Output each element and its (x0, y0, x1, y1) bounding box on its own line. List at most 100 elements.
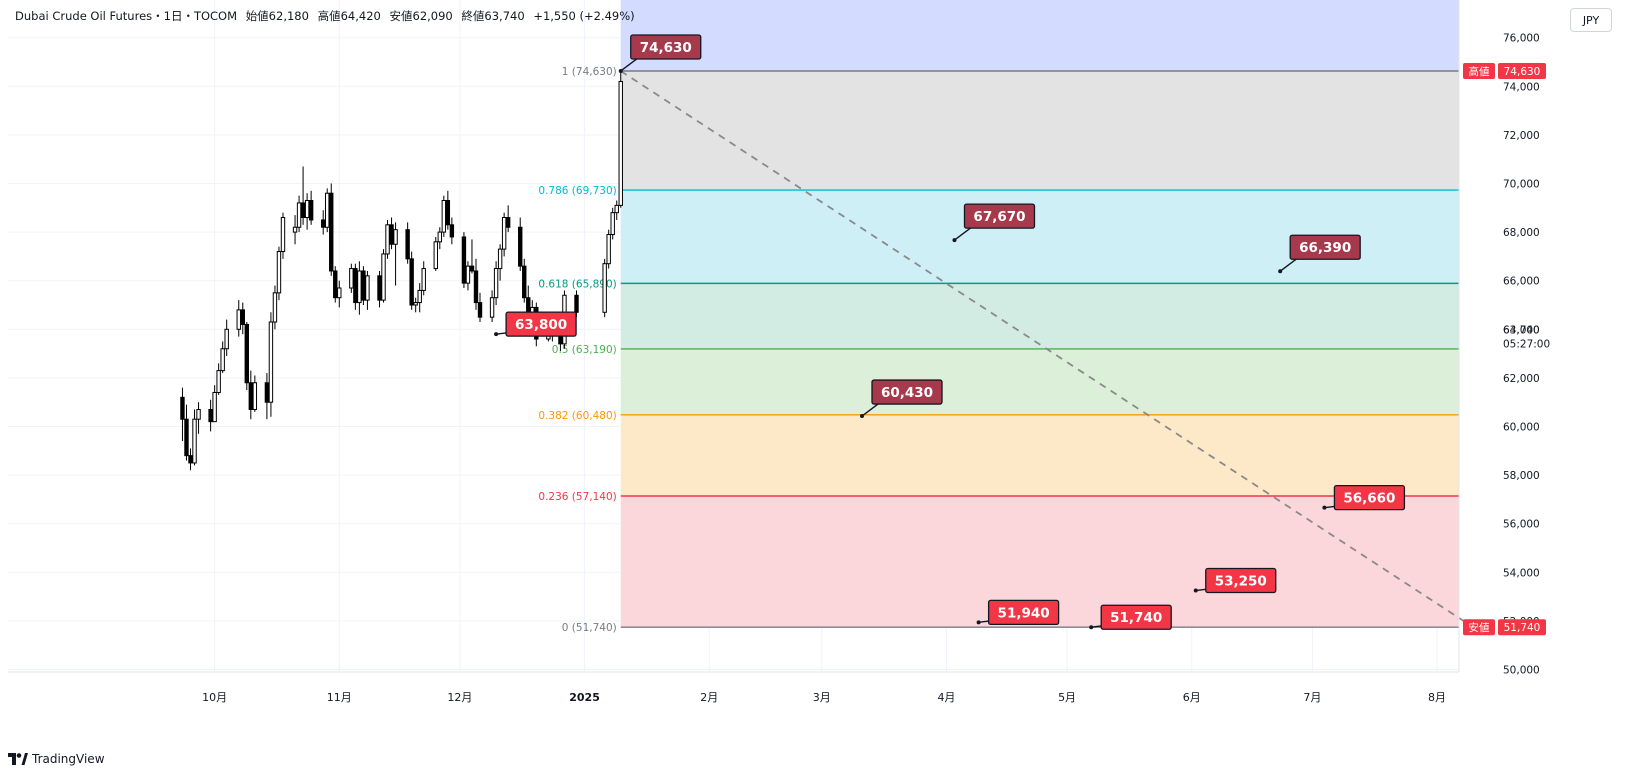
last-price-value: 63,740 (1503, 325, 1540, 337)
candle (614, 200, 619, 220)
candle-body-up (381, 253, 386, 301)
candle (353, 263, 358, 310)
candle (196, 402, 201, 434)
time-axis-tick: 5月 (1058, 691, 1076, 704)
fib-extension-zone (620, 0, 1459, 71)
candle (518, 217, 523, 271)
callout-box (1205, 567, 1277, 594)
candle-body-up (196, 408, 201, 420)
callout-anchor (1322, 505, 1327, 510)
candle (212, 385, 217, 423)
candle-body-down (180, 396, 185, 420)
price-axis-tick: 50,000 (1503, 665, 1540, 677)
candle-body-down (389, 224, 394, 245)
price-callout: 60,430 (860, 379, 943, 419)
candle-body-up (220, 348, 225, 372)
callout-anchor (952, 238, 957, 243)
candle-body-up (501, 217, 507, 250)
symbol-title[interactable]: Dubai Crude Oil Futures・1日・TOCOM (15, 9, 238, 23)
callout-anchor (1278, 269, 1283, 274)
time-axis-tick: 4月 (937, 691, 955, 704)
price-axis-tick: 54,000 (1503, 567, 1540, 579)
candle (409, 251, 414, 310)
candle (240, 302, 245, 335)
candle-body-down (409, 258, 414, 306)
candle-body-down (449, 224, 455, 238)
fib-zone (620, 348, 1459, 415)
price-axis-tick: 62,000 (1503, 373, 1540, 385)
price-axis-tick: 66,000 (1503, 276, 1540, 288)
candle (320, 210, 326, 235)
tradingview-logo-icon (8, 753, 28, 765)
candle-body-up (268, 321, 274, 403)
candle (574, 290, 579, 318)
change-value: +1,550 (+2.49%) (533, 9, 635, 23)
candle-body-down (333, 270, 338, 299)
candle (268, 312, 274, 417)
tradingview-logo[interactable]: TradingView (8, 752, 105, 766)
fib-level-label: 0.618 (65,890) (538, 278, 616, 290)
candle (236, 300, 241, 337)
candle (497, 244, 503, 281)
candle-body-down (329, 192, 334, 272)
fib-level-label: 0 (51,740) (562, 622, 617, 634)
price-tag: 高値 74,630 (1463, 62, 1546, 79)
callout-label: 51,740 (1110, 610, 1162, 626)
candle (606, 229, 611, 269)
time-axis-tick: 2025 (569, 691, 600, 704)
candle-body-up (433, 241, 438, 270)
price-callout: 56,660 (1322, 485, 1406, 511)
price-axis-tick: 68,000 (1503, 227, 1540, 239)
candle (272, 285, 278, 330)
candle (405, 222, 410, 264)
candle (477, 292, 483, 323)
candle-body-down (208, 408, 213, 423)
candle (220, 341, 225, 374)
candle (469, 239, 475, 274)
callout-box (987, 599, 1060, 626)
fib-zone (620, 70, 1459, 191)
price-callout: 67,670 (952, 203, 1036, 243)
price-axis-tick: 60,000 (1503, 422, 1540, 434)
candle (184, 404, 189, 461)
price-callout: 74,630 (618, 34, 702, 73)
price-tag-name: 安値 (1469, 621, 1491, 634)
time-axis-tick: 6月 (1183, 691, 1201, 704)
candle-body-down (308, 200, 314, 221)
open-value: 始値62,180 (245, 9, 309, 23)
candle-body-down (188, 455, 193, 464)
candle-body-up (602, 263, 607, 313)
candle (361, 266, 366, 305)
candle (385, 219, 390, 259)
time-axis-tick: 3月 (813, 691, 831, 704)
candle (208, 399, 213, 432)
callout-anchor (1193, 588, 1198, 593)
candle-body-up (337, 287, 342, 299)
candle-body-up (393, 229, 398, 245)
callout-label: 74,630 (640, 40, 692, 56)
candle (413, 297, 418, 313)
candle (389, 217, 394, 250)
candle-body-up (236, 309, 241, 330)
callout-box (871, 379, 943, 405)
price-axis-tick: 76,000 (1503, 33, 1540, 45)
candle (445, 190, 451, 230)
candle (276, 246, 282, 301)
currency-button[interactable]: JPY (1570, 8, 1612, 32)
time-axis-tick: 12月 (447, 691, 472, 704)
fib-level-label: 0.786 (69,730) (538, 185, 616, 197)
candle-body-down (473, 270, 479, 304)
fib-level-label: 0.5 (63,190) (552, 344, 617, 356)
candle (252, 375, 258, 412)
candle-body-down (320, 219, 326, 228)
price-tag-value-box (1498, 62, 1546, 79)
candle-body-up (304, 200, 310, 219)
candle (248, 370, 254, 420)
candle (180, 387, 185, 442)
candle-body-down (522, 265, 527, 299)
candle (337, 280, 342, 308)
candle-body-up (276, 251, 282, 294)
candle-body-up (618, 80, 623, 206)
